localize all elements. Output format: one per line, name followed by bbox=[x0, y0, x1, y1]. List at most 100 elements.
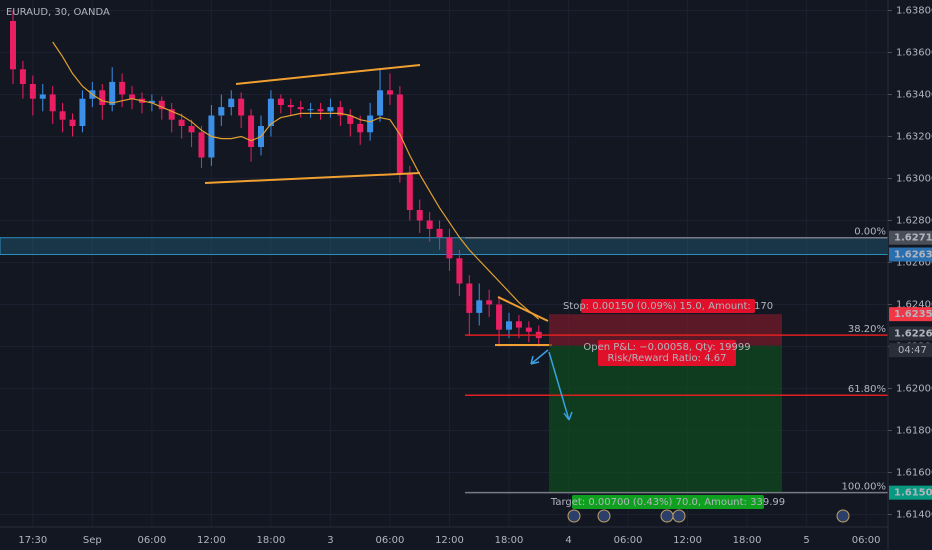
y-tick-label: 1.61600 bbox=[896, 468, 932, 479]
fib-label: 0.00% bbox=[854, 227, 886, 238]
price-axis: 1.63800 1.63600 1.63400 1.63200 1.63000 1.628… bbox=[888, 6, 932, 521]
arrow bbox=[548, 351, 573, 421]
candle-body bbox=[287, 105, 294, 108]
x-tick-label: 12:00 bbox=[673, 535, 702, 546]
price-label: 1.62354 bbox=[894, 309, 932, 320]
candle-body bbox=[228, 98, 235, 108]
candle-body bbox=[10, 21, 16, 70]
price-label-box bbox=[889, 326, 932, 341]
wedge-top bbox=[497, 296, 549, 322]
zone bbox=[0, 237, 889, 256]
time-axis bbox=[0, 527, 932, 550]
arrows bbox=[530, 349, 573, 421]
countdown: 04:47 bbox=[898, 345, 927, 356]
candle-body bbox=[79, 98, 86, 126]
candle-body bbox=[188, 126, 195, 133]
candle-body bbox=[218, 107, 225, 116]
candle-body bbox=[148, 100, 155, 103]
x-tick-label: 12:00 bbox=[435, 535, 464, 546]
candle-body bbox=[69, 119, 76, 126]
y-tick-label: 1.61800 bbox=[896, 426, 932, 437]
price-label: 1.61504 bbox=[894, 488, 932, 499]
candle-body bbox=[367, 115, 374, 133]
x-tick-label: 3 bbox=[327, 535, 333, 546]
fib-label: 38.20% bbox=[848, 324, 886, 335]
candle-body bbox=[486, 300, 493, 305]
y-tick-label: 1.62400 bbox=[896, 300, 932, 311]
candle-body bbox=[506, 321, 512, 330]
moving-average bbox=[52, 41, 540, 320]
position-label: Open P&L: −0.00058, Qty: 19999 bbox=[583, 342, 750, 353]
candle-body bbox=[456, 258, 463, 284]
candle-body bbox=[238, 98, 245, 116]
fib-label: 61.80% bbox=[848, 384, 886, 395]
candle-body bbox=[59, 111, 66, 120]
price-label: 1.62718 bbox=[894, 233, 932, 244]
y-tick-label: 1.63200 bbox=[896, 132, 932, 143]
candle-body bbox=[406, 174, 413, 210]
candle-body bbox=[307, 109, 314, 111]
y-tick-label: 1.62800 bbox=[896, 216, 932, 227]
y-tick-label: 1.62000 bbox=[896, 384, 932, 395]
candle-body bbox=[99, 90, 106, 105]
candle-body bbox=[515, 321, 522, 328]
channel-bottom bbox=[204, 172, 421, 184]
candle-body bbox=[129, 94, 136, 99]
candle-body bbox=[377, 90, 384, 116]
candle-body bbox=[158, 100, 165, 110]
candle-body bbox=[109, 81, 116, 105]
candle-body bbox=[19, 69, 26, 84]
x-tick-label: 06:00 bbox=[137, 535, 166, 546]
candle-body bbox=[317, 109, 324, 112]
x-tick-label: 18:00 bbox=[733, 535, 762, 546]
candle-body bbox=[267, 98, 274, 126]
candle-body bbox=[436, 228, 443, 238]
position-label-box bbox=[598, 340, 736, 366]
candle-body bbox=[337, 107, 344, 116]
event-icon bbox=[672, 509, 686, 523]
y-tick-label: 1.63800 bbox=[896, 6, 932, 17]
price-label-box bbox=[889, 230, 932, 245]
position-label: Target: 0.00700 (0.43%) 70.0, Amount: 33… bbox=[550, 497, 785, 508]
x-tick-label: 5 bbox=[803, 535, 809, 546]
x-tick-label: 06:00 bbox=[614, 535, 643, 546]
drawings bbox=[204, 64, 552, 346]
candle-body bbox=[466, 283, 473, 313]
candle-body bbox=[119, 81, 126, 95]
candle-body bbox=[29, 84, 36, 99]
countdown-box bbox=[889, 343, 932, 358]
candle-body bbox=[426, 220, 433, 229]
x-tick-label: Sep bbox=[83, 535, 102, 546]
overlay: 0.00% 38.20% 61.80% 100.00% Stop: 0.00150 (0… bbox=[465, 227, 888, 509]
candle-body bbox=[496, 304, 503, 330]
candle-body bbox=[248, 115, 255, 147]
price-label-box bbox=[889, 307, 932, 322]
position-label-box bbox=[581, 299, 755, 313]
candle-body bbox=[198, 132, 205, 158]
candle-body bbox=[277, 98, 284, 105]
x-tick-label: 18:00 bbox=[257, 535, 286, 546]
event-icon bbox=[660, 509, 674, 523]
event-icon bbox=[567, 509, 581, 523]
plot bbox=[10, 10, 542, 347]
x-tick-label: 06:00 bbox=[852, 535, 881, 546]
chart-title: EURAUD, 30, OANDA bbox=[6, 7, 110, 18]
event-icon bbox=[597, 509, 611, 523]
position-label: Stop: 0.00150 (0.09%) 15.0, Amount: 170 bbox=[563, 301, 773, 312]
event-icons bbox=[567, 509, 850, 523]
candle-body bbox=[525, 327, 532, 332]
candle-body bbox=[49, 94, 56, 112]
x-tick-label: 4 bbox=[565, 535, 571, 546]
candle-body bbox=[386, 90, 393, 95]
channel-top bbox=[235, 64, 421, 85]
price-label: 1.62638 bbox=[894, 250, 932, 261]
event-icon bbox=[836, 509, 850, 523]
price-label-box bbox=[889, 247, 932, 262]
price-label: 1.62262 bbox=[894, 328, 932, 339]
y-tick-label: 1.63400 bbox=[896, 90, 932, 101]
position-label: Risk/Reward Ratio: 4.67 bbox=[607, 353, 726, 364]
y-tick-label: 1.62600 bbox=[896, 258, 932, 269]
x-tick-label: 17:30 bbox=[18, 535, 47, 546]
